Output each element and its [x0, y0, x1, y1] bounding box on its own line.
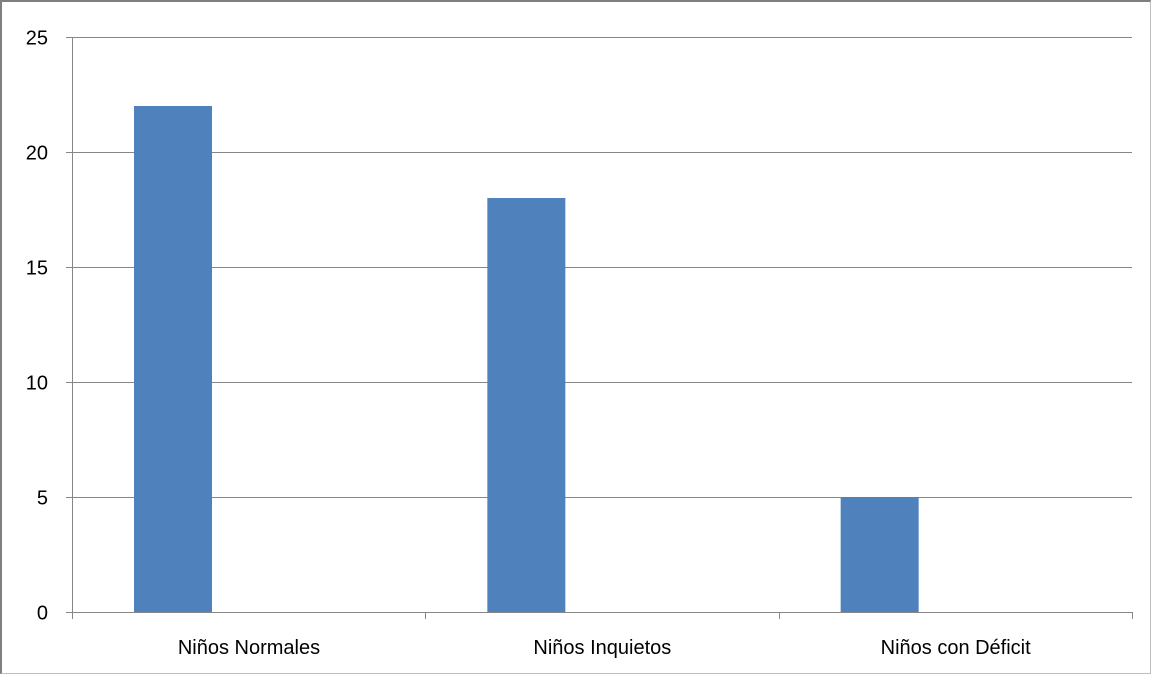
x-tick-label: Niños Inquietos [533, 637, 671, 659]
y-tick-labels: 0 5 10 15 20 25 [26, 28, 48, 625]
x-tick-label: Niños con Déficit [881, 637, 1032, 659]
y-tick-label: 25 [26, 28, 48, 50]
axes [66, 37, 1133, 619]
y-tick-label: 0 [37, 603, 48, 625]
y-tick-label: 5 [37, 488, 48, 510]
y-tick-label: 20 [26, 143, 48, 165]
y-tick-label: 10 [26, 373, 48, 395]
x-tick-label: Niños Normales [178, 637, 320, 659]
gridlines [72, 37, 1132, 498]
bar [487, 198, 566, 612]
x-tick-labels: Niños Normales Niños Inquietos Niños con D… [178, 637, 1031, 659]
bar [134, 106, 212, 612]
bars [134, 106, 919, 612]
bar [840, 497, 919, 612]
y-tick-label: 15 [26, 258, 48, 280]
